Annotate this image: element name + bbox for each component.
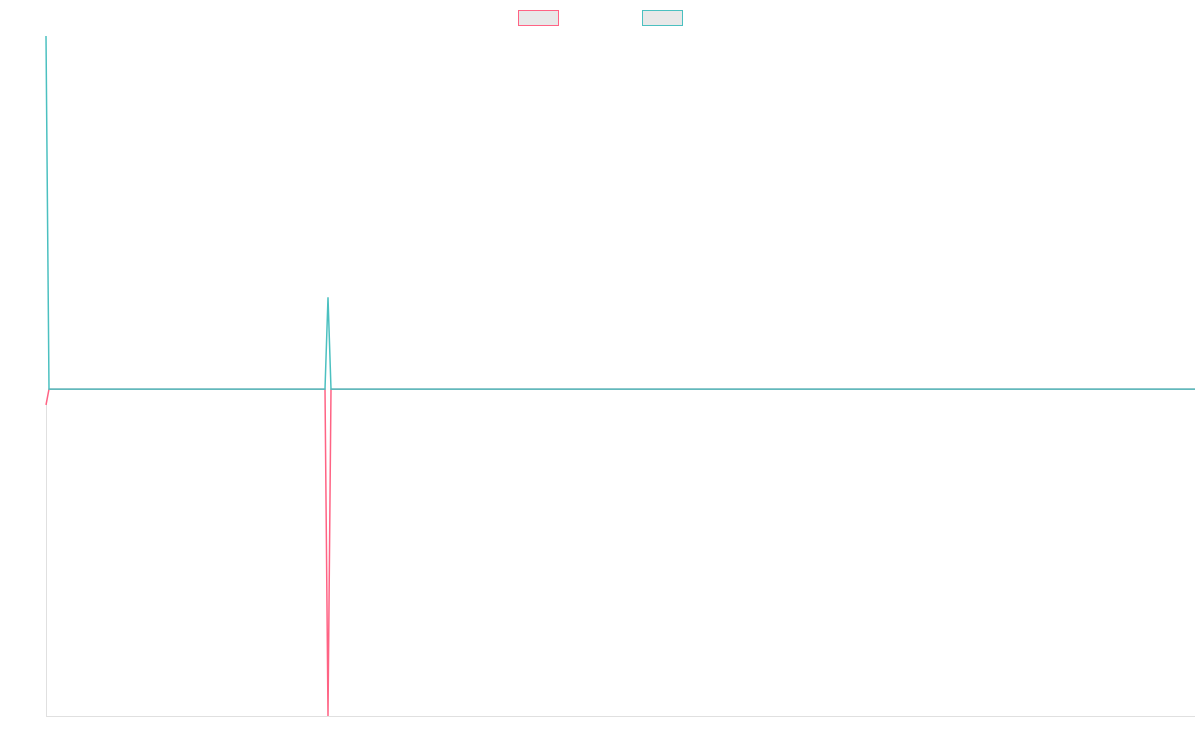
legend-swatch[interactable] xyxy=(642,10,683,26)
legend-swatch[interactable] xyxy=(518,10,559,26)
series-line xyxy=(45,388,1195,717)
series-line xyxy=(45,35,1195,390)
